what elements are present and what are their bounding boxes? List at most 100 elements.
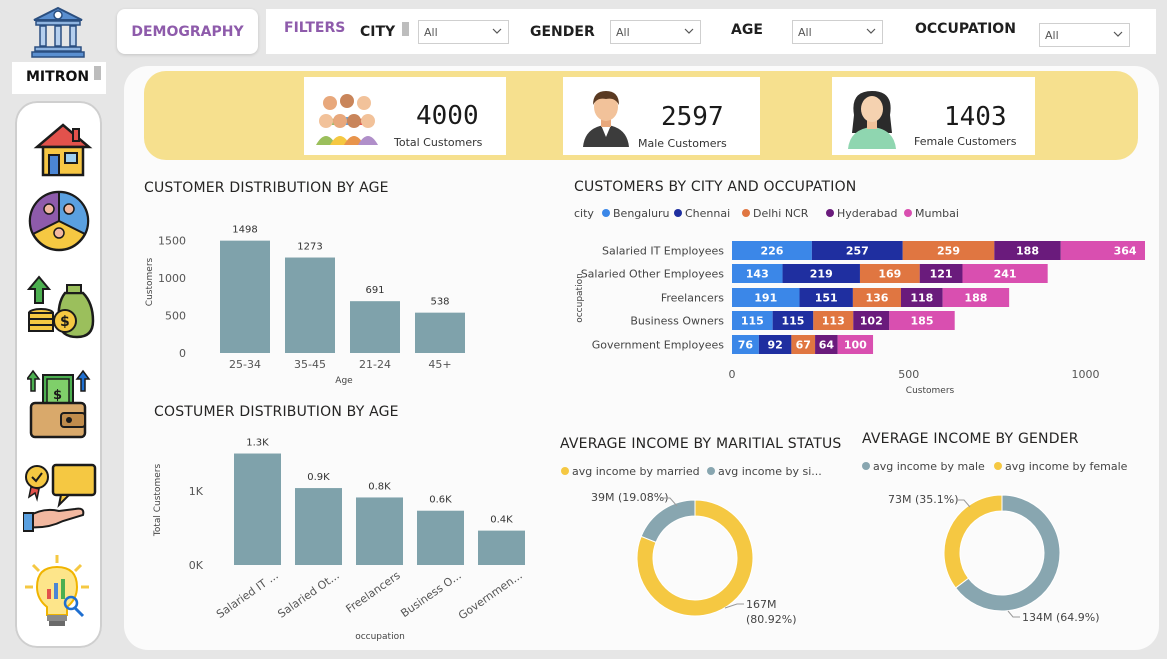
kpi-female-label: Female Customers: [914, 135, 1017, 148]
legend-marker: [904, 209, 912, 217]
donut-slice: [943, 494, 1003, 589]
gender-income-chart-title: AVERAGE INCOME BY GENDER: [862, 431, 1079, 447]
data-label: 1273: [297, 242, 322, 253]
legend-item: Chennai: [685, 207, 730, 220]
brand-scroll-handle[interactable]: [94, 66, 101, 80]
bar-segment: [942, 288, 1010, 307]
segment-label: 226: [760, 245, 783, 258]
y-axis-label: Total Customers: [153, 464, 163, 538]
segment-label: 364: [1114, 245, 1137, 258]
segment-label: 92: [767, 339, 782, 352]
donut-slice: [636, 499, 754, 617]
bar-segment: [859, 264, 920, 283]
legend-marker: [674, 209, 682, 217]
female-avatar-icon: [844, 85, 900, 153]
svg-text:$: $: [60, 314, 70, 330]
bar-segment: [902, 241, 995, 260]
segment-label: 121: [930, 268, 953, 281]
occupation-dropdown[interactable]: All: [1039, 23, 1130, 47]
bar-segment: [772, 311, 814, 330]
data-label: 0.4K: [490, 515, 513, 526]
bar-segment: [852, 288, 901, 307]
segment-label: 188: [964, 292, 987, 305]
x-tick-label: 0: [729, 368, 736, 381]
bar-segment: [732, 335, 759, 354]
group-people-icon: [314, 91, 380, 149]
age-chart-title: CUSTOMER DISTRIBUTION BY AGE: [144, 180, 389, 196]
slice-percent: (80.92%): [746, 613, 797, 626]
insight-bulb-icon[interactable]: [23, 553, 91, 626]
male-avatar-icon: [579, 85, 633, 151]
city-scroll-handle[interactable]: [402, 22, 409, 36]
x-tick-label: 500: [898, 368, 919, 381]
bar-segment: [732, 288, 800, 307]
data-label: 1.3K: [246, 438, 269, 449]
bar-segment: [732, 311, 773, 330]
city-dropdown[interactable]: All: [418, 20, 509, 44]
bar-segment: [1060, 241, 1145, 260]
bar-segment: [962, 264, 1048, 283]
kpi-total-value: 4000: [416, 101, 479, 131]
legend-marker: [742, 209, 750, 217]
bar-segment: [732, 241, 812, 260]
bar-segment: [900, 288, 943, 307]
home-icon[interactable]: [33, 121, 101, 189]
demography-button[interactable]: DEMOGRAPHY: [117, 9, 258, 54]
kpi-female-value: 1403: [944, 102, 1007, 132]
occupation-bar-chart: 0K 1K Total Customers 1.3K Salaried IT ... 0.…: [153, 438, 525, 642]
award-hand-icon[interactable]: [22, 463, 97, 532]
money-growth-icon[interactable]: $: [25, 273, 95, 341]
occupation-dropdown-value: All: [1045, 29, 1059, 42]
legend-item: avg income by female: [1005, 460, 1128, 473]
y-tick-label: 0K: [189, 559, 204, 572]
age-filter-label: AGE: [731, 22, 763, 38]
people-pie-icon[interactable]: [27, 189, 95, 257]
bar: [295, 488, 342, 565]
bar-segment: [811, 241, 903, 260]
donut-slice: [640, 499, 696, 544]
leader-line: [1007, 610, 1020, 618]
age-dropdown-value: All: [798, 26, 812, 39]
donut-slice: [954, 494, 1061, 612]
x-tick-label: 45+: [428, 358, 451, 371]
kpi-male-customers: 2597 Male Customers: [563, 77, 760, 155]
x-tick-label: Salaried IT ...: [214, 569, 281, 621]
bar: [285, 257, 335, 353]
legend-item: Mumbai: [915, 207, 959, 220]
bar-segment: [837, 335, 874, 354]
filter-bar: [266, 9, 1156, 54]
y-tick-label: 0: [179, 347, 186, 360]
bar: [356, 497, 403, 565]
x-tick-label: 35-45: [294, 358, 326, 371]
segment-label: 118: [910, 292, 933, 305]
x-tick-label: Governmen...: [456, 569, 525, 623]
marital-income-donut-chart: avg income by married avg income by si...…: [561, 465, 822, 626]
sidebar: $ $: [15, 101, 102, 648]
bar: [350, 301, 400, 353]
kpi-female-customers: 1403 Female Customers: [832, 77, 1035, 155]
city-occupation-chart-title: CUSTOMERS BY CITY AND OCCUPATION: [574, 179, 857, 195]
data-label: 0.9K: [307, 472, 330, 483]
legend-item: avg income by male: [873, 460, 985, 473]
x-tick-label: 1000: [1072, 368, 1100, 381]
segment-label: 257: [846, 245, 869, 258]
occupation-chart-title: COSTUMER DISTRIBUTION BY AGE: [154, 404, 399, 420]
gender-dropdown[interactable]: All: [610, 20, 701, 44]
age-dropdown[interactable]: All: [792, 20, 883, 44]
segment-label: 136: [865, 292, 888, 305]
legend-item: avg income by si...: [718, 465, 822, 478]
slice-label: 73M (35.1%): [888, 493, 959, 506]
gender-filter-label: GENDER: [530, 24, 595, 40]
segment-label: 67: [796, 339, 811, 352]
filters-title: FILTERS: [284, 20, 346, 36]
data-label: 1498: [232, 225, 257, 236]
segment-label: 185: [911, 315, 934, 328]
segment-label: 76: [738, 339, 754, 352]
bar-segment: [758, 335, 792, 354]
wallet-cash-icon[interactable]: $: [25, 367, 95, 439]
chevron-down-icon: [1113, 31, 1123, 37]
x-tick-label: 21-24: [359, 358, 391, 371]
bar: [234, 453, 281, 565]
bar-segment: [813, 311, 854, 330]
